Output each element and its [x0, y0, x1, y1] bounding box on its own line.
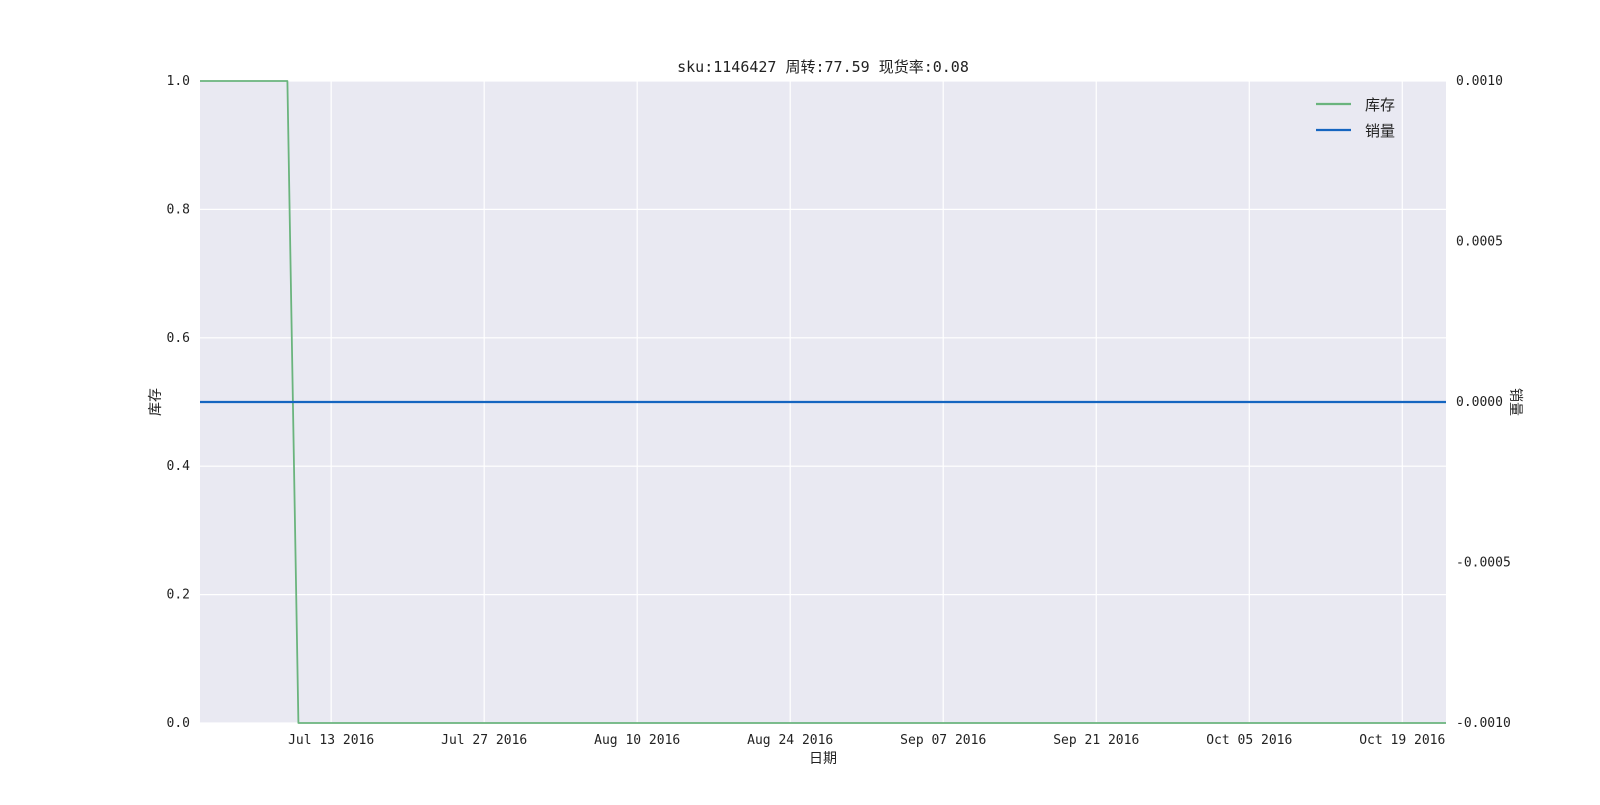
left-y-tick-label: 0.8 — [167, 202, 190, 217]
x-tick-label: Sep 07 2016 — [900, 733, 986, 748]
right-y-tick-label: 0.0010 — [1456, 74, 1503, 89]
x-axis: Jul 13 2016 Jul 27 2016 Aug 10 2016 Aug 24 … — [288, 733, 1445, 748]
right-y-tick-label: -0.0010 — [1456, 716, 1511, 731]
series-group — [200, 80, 1446, 724]
legend-label-0: 库存 — [1365, 96, 1395, 114]
chart-title: sku:1146427 周转:77.59 现货率:0.08 — [677, 58, 969, 76]
left-y-tick-label: 0.0 — [167, 716, 190, 731]
x-tick-label: Aug 24 2016 — [747, 733, 833, 748]
left-y-tick-label: 1.0 — [167, 74, 190, 89]
right-y-tick-label: 0.0000 — [1456, 395, 1503, 410]
right-y-axis-label: 销量 — [1507, 388, 1523, 416]
right-y-axis: -0.0010 -0.0005 0.0000 0.0005 0.0010 — [1456, 74, 1511, 731]
left-y-axis: 0.0 0.2 0.4 0.6 0.8 1.0 — [167, 74, 191, 731]
x-tick-label: Aug 10 2016 — [594, 733, 680, 748]
right-y-tick-label: -0.0005 — [1456, 556, 1511, 571]
x-tick-label: Jul 27 2016 — [441, 733, 527, 748]
x-tick-label: Jul 13 2016 — [288, 733, 374, 748]
right-y-tick-label: 0.0005 — [1456, 235, 1503, 250]
x-tick-label: Oct 19 2016 — [1359, 733, 1445, 748]
legend-label-1: 销量 — [1365, 122, 1395, 140]
left-y-tick-label: 0.6 — [167, 331, 190, 346]
x-tick-label: Sep 21 2016 — [1053, 733, 1139, 748]
x-tick-label: Oct 05 2016 — [1206, 733, 1292, 748]
left-y-tick-label: 0.4 — [167, 459, 191, 474]
left-y-axis-label: 库存 — [148, 388, 164, 416]
x-axis-label: 日期 — [809, 751, 837, 767]
left-y-tick-label: 0.2 — [167, 588, 190, 603]
